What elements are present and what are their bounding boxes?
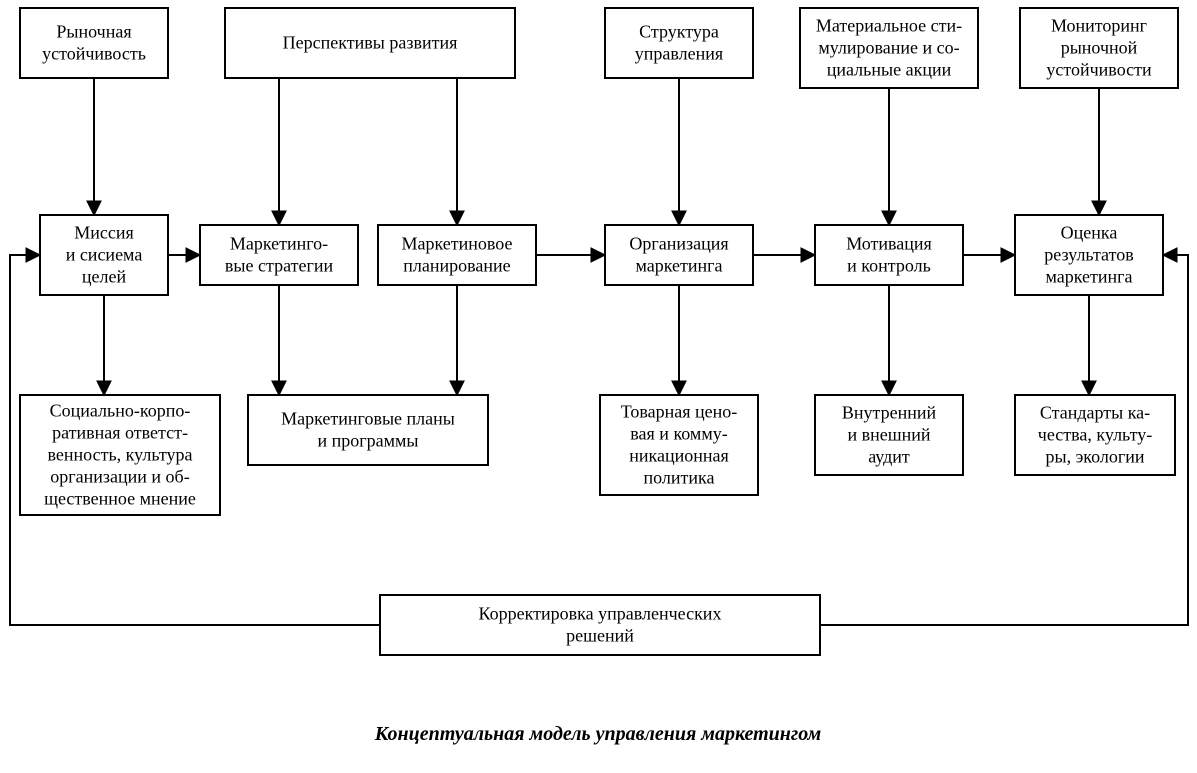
node-bot4: Внутреннийи внешнийаудит [815,395,963,475]
node-mid2: Маркетинго-вые стратегии [200,225,358,285]
node-label-bot1: Социально-корпо-ративная ответст-венност… [44,401,196,509]
node-bot2: Маркетинговые планыи программы [248,395,488,465]
node-mid4: Организациямаркетинга [605,225,753,285]
node-top2: Перспективы развития [225,8,515,78]
node-label-top4: Материальное сти-мулирование и со-циальн… [816,16,962,80]
node-top3: Структурауправления [605,8,753,78]
node-mid6: Оценкарезультатовмаркетинга [1015,215,1163,295]
node-top4: Материальное сти-мулирование и со-циальн… [800,8,978,88]
node-top5: Мониторингрыночнойустойчивости [1020,8,1178,88]
node-mid5: Мотивацияи контроль [815,225,963,285]
diagram-caption: Концептуальная модель управления маркети… [374,723,822,745]
node-bot3: Товарная цено-вая и комму-никационнаяпол… [600,395,758,495]
node-bot5: Стандарты ка-чества, культу-ры, экологии [1015,395,1175,475]
node-label-top2: Перспективы развития [283,33,458,53]
node-top1: Рыночнаяустойчивость [20,8,168,78]
nodes-layer: Рыночнаяустойчивость Перспективы развития… [20,8,1178,655]
edges-layer [10,78,1188,625]
node-label-top5: Мониторингрыночнойустойчивости [1046,16,1152,80]
node-mid3: Маркетиновоепланирование [378,225,536,285]
node-mid1: Миссияи сисиемацелей [40,215,168,295]
node-label-bot5: Стандарты ка-чества, культу-ры, экологии [1038,403,1152,467]
flowchart-canvas: Рыночнаяустойчивость Перспективы развития… [0,0,1197,773]
node-bot1: Социально-корпо-ративная ответст-венност… [20,395,220,515]
node-correct: Корректировка управленческихрешений [380,595,820,655]
